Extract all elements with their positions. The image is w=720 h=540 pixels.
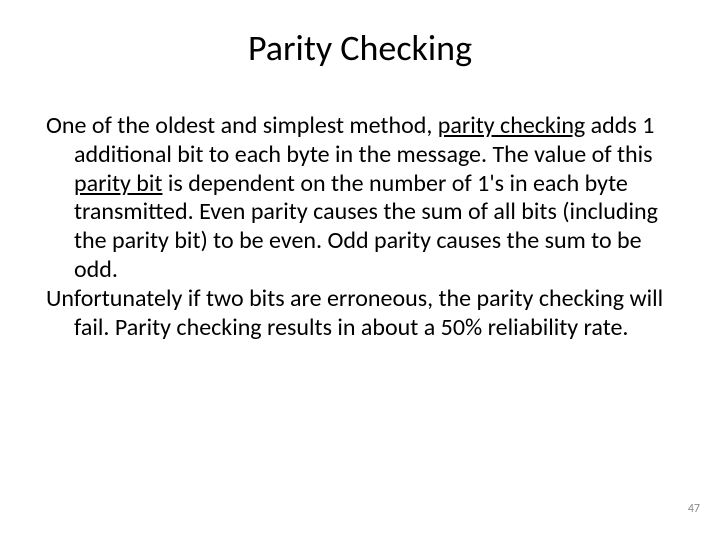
slide: Parity Checking One of the oldest and si… (0, 0, 720, 540)
para1-underline-2: parity bit (74, 169, 162, 198)
paragraph-1: One of the oldest and simplest method, p… (46, 112, 674, 285)
slide-title: Parity Checking (46, 26, 674, 70)
para1-text-3: is dependent on the number of 1's in eac… (74, 169, 658, 284)
paragraph-2: Unfortunately if two bits are erroneous,… (46, 285, 674, 343)
page-number: 47 (688, 502, 700, 516)
para1-underline-1: parity checking (438, 111, 585, 140)
para1-text-1: One of the oldest and simplest method, (46, 111, 438, 140)
slide-body: One of the oldest and simplest method, p… (46, 112, 674, 342)
